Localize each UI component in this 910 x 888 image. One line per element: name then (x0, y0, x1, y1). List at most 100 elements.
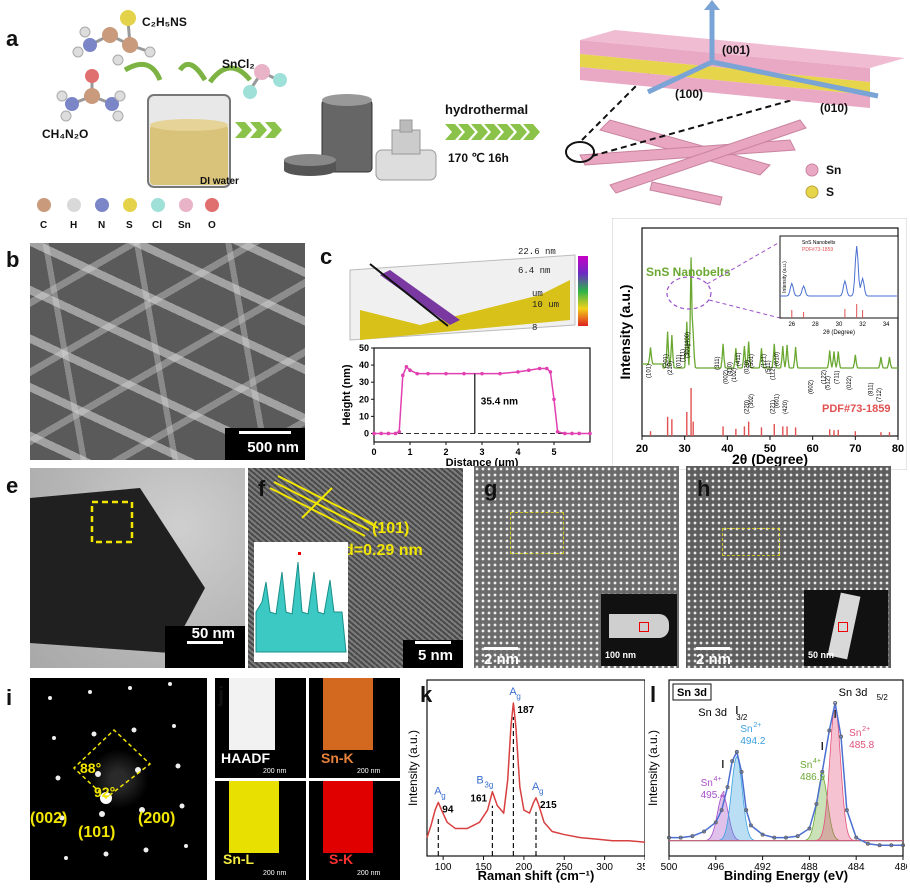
lattice-spacing-marker (301, 487, 333, 519)
panel-label-j: j (218, 682, 225, 707)
afm-profile-point (552, 397, 556, 402)
afm-xtick-label: 0 (371, 447, 376, 457)
urea-molecule (56, 69, 126, 122)
xrd-peak-label: (311) (715, 356, 721, 370)
raman-peak-mode-sub: 3g (484, 781, 493, 790)
afm-profile-point (426, 371, 430, 376)
xps-label-52-sub: 5/2 (877, 693, 889, 702)
xrd-peak-label: (411) (736, 352, 742, 366)
sem-scalebar-line (239, 431, 291, 434)
afm-xtick-label: 1 (407, 447, 412, 457)
xrd-xtick-label: 30 (679, 443, 691, 455)
panel-label-k: k (420, 682, 433, 707)
panel-label-i: i (6, 685, 13, 710)
axis-100 (646, 59, 714, 95)
afm-scale-mid: 6.4 nm (518, 266, 550, 276)
eds-scale-sn-l: 200 nm (263, 870, 287, 877)
condition-label: 170 ℃ 16h (448, 151, 509, 165)
tem-scalebar-bg (165, 626, 245, 668)
xps-data-point (838, 734, 843, 739)
afm-profile-point (548, 370, 553, 374)
xrd-xtick-label: 80 (892, 443, 904, 455)
facet-010: (010) (820, 101, 848, 115)
afm-profile-point (563, 431, 567, 436)
xrd-ylabel: Intensity (a.u.) (617, 285, 633, 380)
xrd-pattern-line (642, 257, 898, 369)
xps-data-point (667, 835, 671, 840)
xps-data-point (690, 834, 695, 839)
afm-profile-point (527, 368, 531, 373)
raman-xtick-label: 350 (637, 862, 650, 873)
stem-h-overlay (722, 528, 780, 556)
saed-pattern: 88° 92° (002) (101) (200) (30, 678, 207, 880)
xps-data-point (702, 829, 707, 834)
xrd-peak-label: (020) (745, 360, 751, 374)
eds-map-sn-k: Sn-K 200 nm (309, 678, 400, 778)
afm-profile-point (408, 368, 412, 373)
xps-label-32-sub: 3/2 (736, 713, 748, 722)
afm-profile-point (444, 371, 448, 376)
xps-xlabel: Binding Energy (eV) (724, 868, 848, 883)
afm-profile-point (393, 431, 398, 436)
profile-marker (298, 552, 301, 555)
xps-peak-ion: Sn (849, 728, 861, 739)
xps-data-point (807, 826, 812, 831)
raman-peak-mode: A (509, 686, 517, 698)
panel-a-schematic: C₂H₅NS CH₄N₂O SnCl₂ DI water (37, 0, 905, 230)
afm-profile-point (480, 371, 484, 376)
lattice-line-1 (277, 475, 374, 525)
axis-010 (711, 59, 879, 99)
xps-data-point (795, 834, 800, 839)
xrd-inset-xtick: 28 (812, 322, 819, 328)
xrd-peak-label: (302) (749, 394, 755, 408)
afm-profile-point (555, 429, 560, 434)
xrd-xtick-label: 60 (807, 443, 819, 455)
xrd-inset-legend-2: PDF#73-1859 (802, 247, 833, 253)
afm-profile-line (369, 263, 449, 327)
xps-data-point (678, 835, 683, 840)
facet-001: (001) (722, 43, 750, 57)
raman-ylabel: Intensity (a.u.) (406, 730, 420, 806)
raman-xtick-label: 300 (596, 862, 613, 873)
raman-peak-mode-sub: g (441, 791, 445, 800)
xrd-peak-label: (501) (749, 354, 755, 368)
xrd-peak-label: (122) (821, 370, 827, 384)
tem-image: 50 nm (30, 468, 245, 668)
xps-component-peak (669, 704, 903, 842)
raman-peak-position: 94 (442, 804, 454, 815)
raman-peak-mode: B (476, 775, 483, 787)
xps-chart: 500 496 492 488 484 480 Sn 3d Sn 3d 3/2 Sn 3d 5/2 S… (645, 676, 907, 886)
nanobelt-sketch (579, 119, 807, 206)
xrd-peak-label: (112) (770, 366, 776, 380)
panel-label-g: g (484, 476, 498, 501)
intensity-profile-inset (254, 542, 348, 662)
xrd-peak-label: (210) (668, 361, 674, 375)
xps-data-point (730, 759, 735, 764)
xps-data-point (814, 801, 819, 806)
xrd-peak-label: (511) (766, 360, 772, 374)
xps-peak-energy: 485.8 (849, 740, 874, 751)
panel-label-l: l (650, 682, 657, 707)
xrd-inset-xlabel: 2θ (Degree) (823, 330, 855, 336)
raman-xtick-label: 200 (516, 862, 533, 873)
afm-profile-point (415, 371, 419, 376)
xps-title-box (672, 683, 712, 701)
arrow-curve-3 (207, 65, 252, 84)
hrtem-scalebar-label: 5 nm (417, 647, 453, 664)
afm-axis-um: um (532, 289, 543, 299)
raman-chart: 10015020025030035094Ag161B3g187Ag215AgRa… (405, 676, 650, 886)
chevrons-2 (445, 124, 540, 140)
saed-parallelogram (72, 728, 152, 799)
xps-data-point (833, 700, 838, 705)
facet-100: (100) (675, 87, 703, 101)
xrd-peak-label: (221) (770, 400, 776, 414)
xrd-xlabel: 2θ (Degree) (732, 451, 808, 467)
xps-data-point (877, 843, 882, 848)
xps-peak-ion-sup: 2+ (753, 722, 761, 729)
afm-3d-belt (380, 270, 460, 325)
xps-label-52: Sn 3d (839, 687, 868, 699)
eds-label-sn-k: Sn-K (321, 750, 354, 766)
afm-profile-point (462, 371, 466, 376)
afm-ytick-label: 0 (364, 428, 369, 438)
